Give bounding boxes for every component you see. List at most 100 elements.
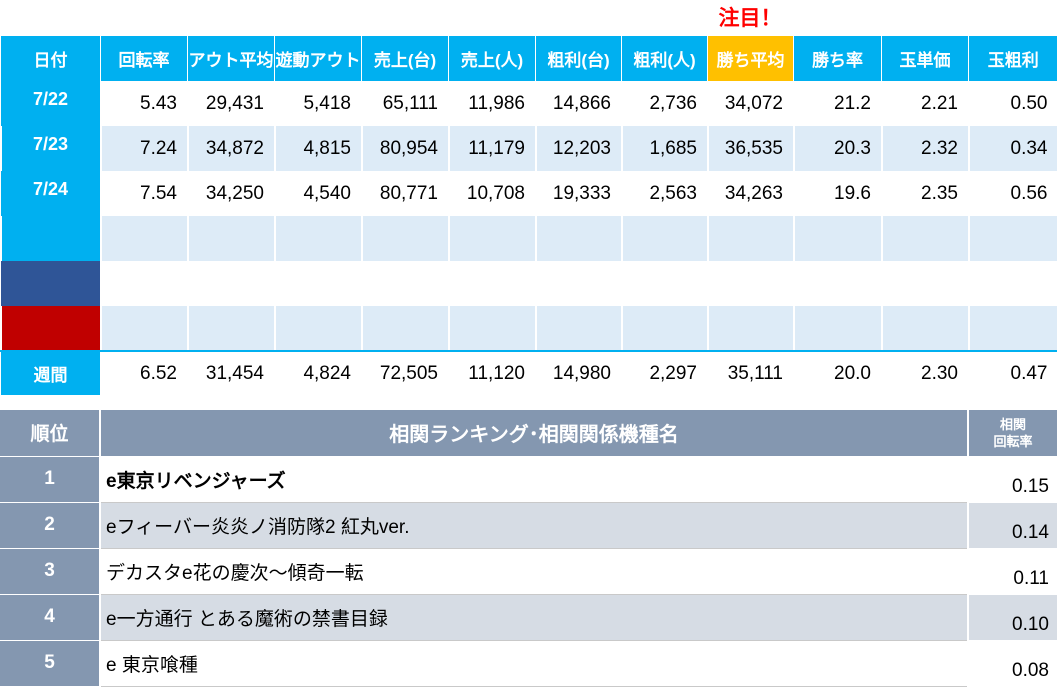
correlation-value: 0.10	[967, 593, 1057, 640]
cell	[535, 306, 622, 351]
cell: 2.32	[881, 126, 969, 171]
col-header-ball-profit: 玉粗利	[968, 36, 1057, 81]
col-header-date: 日付	[0, 36, 101, 81]
cell: 4,824	[274, 350, 362, 395]
cell: 5.43	[100, 81, 188, 126]
table-row: 7/23 7.24 34,872 4,815 80,954 11,179 12,…	[0, 126, 1057, 171]
col-header-ball-price: 玉単価	[881, 36, 969, 81]
correlation-value: 0.14	[967, 501, 1057, 548]
cell	[274, 261, 362, 306]
correlation-value: 0.15	[967, 455, 1057, 502]
cell	[881, 306, 969, 351]
cell	[793, 306, 882, 351]
cell	[448, 261, 536, 306]
table-row: 7/24 7.54 34,250 4,540 80,771 10,708 19,…	[0, 171, 1057, 216]
row-date-empty-blue	[0, 261, 101, 306]
cell: 2.21	[881, 81, 969, 126]
cell: 19,333	[535, 171, 622, 216]
table-row-empty	[0, 216, 1057, 261]
ranking-number: 2	[0, 501, 100, 548]
cell	[968, 261, 1057, 306]
ranking-number: 3	[0, 547, 100, 594]
cell: 7.54	[100, 171, 188, 216]
col-header-sales-person: 売上(人)	[448, 36, 536, 81]
ranking-number: 1	[0, 455, 100, 502]
correlation-value: 0.08	[967, 639, 1057, 686]
col-header-win-avg: 勝ち平均	[707, 36, 794, 81]
cell	[274, 306, 362, 351]
cell	[361, 306, 449, 351]
ranking-header-corr-line2: 回転率	[993, 433, 1033, 449]
cell: 2.35	[881, 171, 969, 216]
cell: 35,111	[707, 350, 794, 395]
cell	[361, 216, 449, 261]
cell: 34,872	[187, 126, 275, 171]
cell	[100, 306, 188, 351]
cell: 4,815	[274, 126, 362, 171]
ranking-header-name: 相関ランキング･相関関係機種名	[99, 410, 968, 456]
cell	[187, 306, 275, 351]
ranking-row: 5 e 東京喰種 0.08	[0, 639, 1057, 687]
ranking-header-corr: 相関 回転率	[967, 410, 1057, 456]
cell: 11,986	[448, 81, 536, 126]
cell: 2.30	[881, 350, 969, 395]
cell: 19.6	[793, 171, 882, 216]
cell	[448, 216, 536, 261]
daily-stats-table: 日付 回転率 アウト平均 遊動アウト 売上(台) 売上(人) 粗利(台) 粗利(…	[0, 36, 1057, 395]
weekly-row: 週間 6.52 31,454 4,824 72,505 11,120 14,98…	[0, 350, 1057, 395]
cell	[187, 216, 275, 261]
cell	[707, 261, 794, 306]
header-row: 日付 回転率 アウト平均 遊動アウト 売上(台) 売上(人) 粗利(台) 粗利(…	[0, 36, 1057, 81]
cell: 14,866	[535, 81, 622, 126]
cell: 4,540	[274, 171, 362, 216]
cell: 2,563	[621, 171, 708, 216]
cell: 0.47	[968, 350, 1057, 395]
cell: 29,431	[187, 81, 275, 126]
cell: 36,535	[707, 126, 794, 171]
cell: 72,505	[361, 350, 449, 395]
row-date: 7/24	[0, 171, 101, 216]
cell	[707, 306, 794, 351]
machine-name: eフィーバー炎炎ノ消防隊2 紅丸ver.	[99, 501, 968, 549]
cell: 20.3	[793, 126, 882, 171]
table-row-empty	[0, 261, 1057, 306]
ranking-row: 2 eフィーバー炎炎ノ消防隊2 紅丸ver. 0.14	[0, 501, 1057, 549]
cell: 80,954	[361, 126, 449, 171]
cell	[621, 261, 708, 306]
correlation-ranking-table: 順位 相関ランキング･相関関係機種名 相関 回転率 1 e東京リベンジャーズ 0…	[0, 410, 1057, 687]
cell: 5,418	[274, 81, 362, 126]
row-week-label: 週間	[0, 350, 101, 395]
attention-label: 注目！	[707, 0, 793, 36]
ranking-row: 1 e東京リベンジャーズ 0.15	[0, 455, 1057, 503]
machine-name: e東京リベンジャーズ	[99, 455, 968, 503]
cell: 34,072	[707, 81, 794, 126]
ranking-row: 4 e一方通行 とある魔術の禁書目録 0.10	[0, 593, 1057, 641]
col-header-spin-rate: 回転率	[100, 36, 188, 81]
cell: 7.24	[100, 126, 188, 171]
cell: 14,980	[535, 350, 622, 395]
cell: 12,203	[535, 126, 622, 171]
cell: 0.34	[968, 126, 1057, 171]
row-date-empty-red	[0, 306, 101, 351]
row-date: 7/22	[0, 81, 101, 126]
cell	[621, 306, 708, 351]
cell: 20.0	[793, 350, 882, 395]
cell	[881, 216, 969, 261]
ranking-header-rank: 順位	[0, 410, 100, 456]
cell: 2,297	[621, 350, 708, 395]
cell: 0.50	[968, 81, 1057, 126]
row-date: 7/23	[0, 126, 101, 171]
col-header-out-avg: アウト平均	[187, 36, 275, 81]
row-date-empty	[0, 216, 101, 261]
table-row-empty	[0, 306, 1057, 351]
col-header-sales-machine: 売上(台)	[361, 36, 449, 81]
correlation-value: 0.11	[967, 547, 1057, 594]
machine-name: デカスタe花の慶次～傾奇一転	[99, 547, 968, 595]
cell	[100, 216, 188, 261]
cell: 0.56	[968, 171, 1057, 216]
cell	[100, 261, 188, 306]
cell	[793, 216, 882, 261]
cell	[535, 261, 622, 306]
cell: 2,736	[621, 81, 708, 126]
cell: 10,708	[448, 171, 536, 216]
